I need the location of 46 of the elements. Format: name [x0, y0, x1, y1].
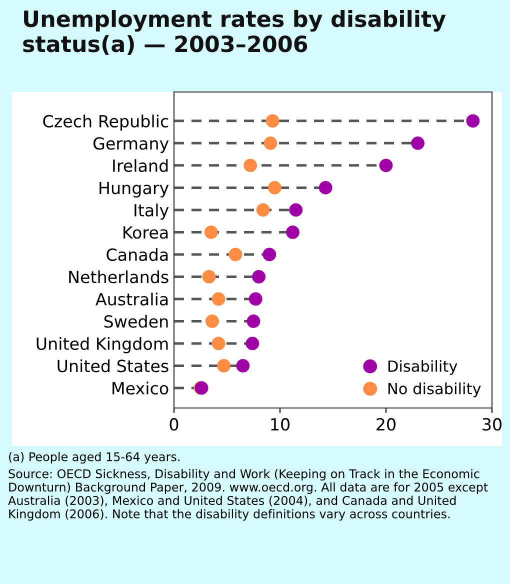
point [246, 336, 260, 350]
x-tick-label: 30 [482, 418, 502, 431]
y-tick-label: Australia [96, 292, 168, 306]
point [248, 292, 262, 306]
point [252, 270, 266, 284]
point [268, 180, 282, 194]
point [228, 248, 242, 262]
legend-label: Disability [388, 360, 458, 375]
point [236, 359, 250, 372]
point [205, 314, 219, 328]
y-tick-label: Czech Republic [43, 114, 168, 131]
point [256, 203, 270, 217]
y-tick-label: Canada [106, 248, 168, 262]
point [246, 314, 260, 328]
point [217, 359, 231, 372]
y-tick-label: United States [58, 359, 168, 372]
y-tick-label: Sweden [104, 314, 168, 328]
y-tick-label: Italy [134, 204, 169, 220]
point [289, 203, 303, 217]
point [379, 158, 393, 172]
y-tick-label: Ireland [113, 159, 168, 172]
point [318, 180, 332, 194]
y-tick-label: Korea [124, 226, 168, 239]
y-tick-label: Hungary [100, 182, 169, 198]
point [411, 136, 425, 150]
x-tick-label: 10 [271, 418, 290, 431]
point [466, 114, 480, 128]
legend-label: No disability [388, 382, 481, 398]
text: (a) People aged 15-64 years. [9, 452, 180, 464]
source-note: Source: OECD Sickness, Disability and Work (Keeping on Track in the Economic Downturn) Background Paper, 2009. www.oecd.org. All data are for 2005 except Australia (2003), Mexico and United States (2004), and Canada and United Kingdom (2006). Note that the disability definitions vary across countries. [8, 469, 488, 521]
point [264, 136, 278, 150]
chart-title: Unemployment rates by disability status(a) — 2003–2006 [23, 10, 446, 55]
point [244, 158, 258, 172]
point [266, 114, 280, 128]
point [204, 225, 218, 239]
point [262, 248, 276, 262]
point [212, 336, 226, 350]
x-tick-label: 0 [170, 418, 178, 431]
y-tick-label: Netherlands [69, 270, 168, 284]
point [202, 270, 216, 284]
point [286, 225, 300, 239]
y-tick-label: Mexico [112, 382, 168, 395]
y-tick-label: United Kingdom [36, 337, 168, 354]
point [212, 292, 226, 306]
y-tick-label: Germany [93, 137, 169, 153]
x-tick-label: 20 [376, 418, 396, 431]
